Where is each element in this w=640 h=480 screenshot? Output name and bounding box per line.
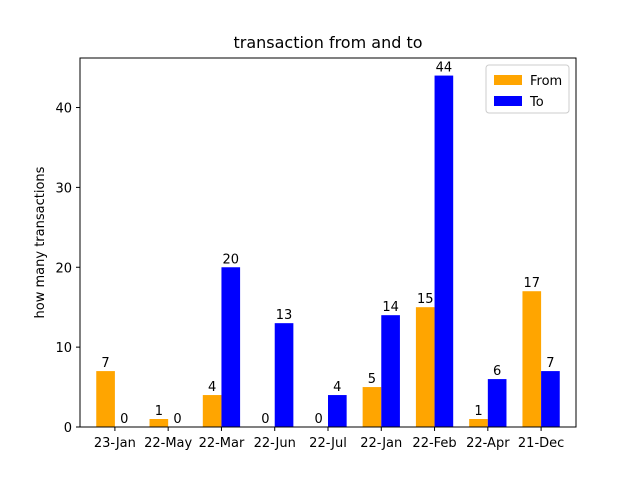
bar-label-to-6: 44 <box>436 61 453 76</box>
bar-to-8 <box>541 371 560 427</box>
bar-from-6 <box>415 307 435 427</box>
bar-label-to-1: 0 <box>173 412 181 427</box>
bar-label-to-4: 4 <box>333 380 341 395</box>
bar-to-6 <box>434 75 454 428</box>
bar-label-to-5: 14 <box>382 300 399 315</box>
bar-label-to-3: 13 <box>276 308 293 323</box>
x-tick-label: 23-Jan <box>94 436 136 451</box>
x-tick-label: 22-Mar <box>199 436 245 451</box>
x-tick-label: 22-Jan <box>360 436 402 451</box>
y-tick-label: 20 <box>55 261 72 276</box>
bars-group <box>96 75 560 428</box>
bar-to-7 <box>487 379 507 427</box>
bar-label-from-4: 0 <box>315 412 323 427</box>
bar-from-0 <box>96 371 115 427</box>
y-tick-label: 10 <box>55 341 72 356</box>
legend-swatch-from <box>494 75 522 85</box>
bar-from-8 <box>522 291 542 427</box>
legend-label-to: To <box>529 95 544 110</box>
bar-label-to-8: 7 <box>546 356 554 371</box>
bar-label-to-2: 20 <box>222 252 239 267</box>
bar-from-2 <box>202 395 222 427</box>
x-tick-label: 22-May <box>144 436 192 451</box>
x-axis: 23-Jan 22-May 22-Mar 22-Jun 22-Jul 22-Jan 22-F… <box>94 427 564 451</box>
x-tick-label: 22-Jul <box>309 436 347 451</box>
plot-frame <box>79 57 577 428</box>
bar-label-from-6: 15 <box>417 292 434 307</box>
legend: From To <box>485 64 570 114</box>
bar-label-from-5: 5 <box>368 372 376 387</box>
bar-to-4 <box>328 395 347 427</box>
legend-swatch-to <box>494 96 522 106</box>
bar-label-to-0: 0 <box>120 412 128 427</box>
bar-to-3 <box>274 323 294 427</box>
bar-label-from-7: 1 <box>474 404 482 419</box>
bar-from-7 <box>469 419 488 427</box>
y-tick-label: 0 <box>64 421 72 436</box>
bar-label-from-8: 17 <box>524 276 541 291</box>
x-tick-label: 22-Feb <box>412 436 456 451</box>
y-axis: 0 10 20 30 40 <box>55 102 80 436</box>
y-tick-label: 40 <box>55 102 72 117</box>
bar-label-from-0: 7 <box>101 356 109 371</box>
x-tick-label: 22-Jun <box>254 436 296 451</box>
x-tick-label: 21-Dec <box>518 436 564 451</box>
x-tick-label: 22-Apr <box>466 436 510 451</box>
bar-from-1 <box>149 419 169 427</box>
bar-label-from-3: 0 <box>261 412 269 427</box>
chart-title: transaction from and to <box>233 33 422 52</box>
y-tick-label: 30 <box>55 181 72 196</box>
bar-label-to-7: 6 <box>493 364 501 379</box>
bar-from-5 <box>362 387 382 427</box>
bar-to-5 <box>381 315 400 427</box>
bar-label-from-2: 4 <box>208 380 216 395</box>
bar-label-from-1: 1 <box>155 404 163 419</box>
legend-label-from: From <box>530 74 562 89</box>
bar-to-2 <box>221 267 241 427</box>
y-axis-label: how many transactions <box>33 166 48 318</box>
